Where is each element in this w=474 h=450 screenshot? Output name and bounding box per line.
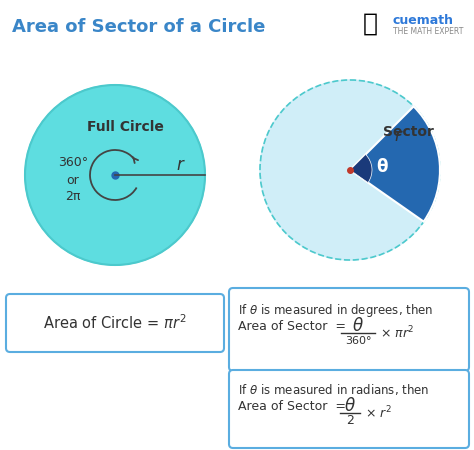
Text: Area of Circle = $\mathit{\pi r^2}$: Area of Circle = $\mathit{\pi r^2}$ [43, 314, 187, 333]
Circle shape [260, 80, 440, 260]
Text: Area of Sector  =: Area of Sector = [238, 400, 346, 413]
Text: cuemath: cuemath [393, 14, 454, 27]
Wedge shape [350, 106, 440, 221]
Text: 🚀: 🚀 [363, 12, 377, 36]
Text: Area of Sector  =: Area of Sector = [238, 320, 346, 333]
Text: Sector: Sector [383, 125, 433, 139]
Text: 2: 2 [346, 414, 354, 428]
Text: If $\theta$ is measured in degrees, then: If $\theta$ is measured in degrees, then [238, 302, 433, 319]
Text: Full Circle: Full Circle [87, 120, 164, 134]
FancyBboxPatch shape [229, 370, 469, 448]
Circle shape [25, 85, 205, 265]
Text: 360°: 360° [345, 336, 371, 346]
Wedge shape [350, 154, 372, 183]
Text: 360°
or
2π: 360° or 2π [58, 157, 88, 203]
FancyBboxPatch shape [229, 288, 469, 371]
Text: r: r [176, 156, 183, 174]
Text: THE MATH EXPERT: THE MATH EXPERT [393, 27, 464, 36]
Text: If $\theta$ is measured in radians, then: If $\theta$ is measured in radians, then [238, 382, 429, 397]
Text: $\theta$: $\theta$ [344, 397, 356, 415]
Text: $\times\ \mathit{r^2}$: $\times\ \mathit{r^2}$ [365, 405, 392, 421]
Text: $\times\ \mathit{\pi r^2}$: $\times\ \mathit{\pi r^2}$ [380, 325, 415, 341]
Text: Area of Sector of a Circle: Area of Sector of a Circle [12, 18, 265, 36]
Text: r: r [394, 126, 401, 144]
Text: $\theta$: $\theta$ [352, 317, 364, 335]
FancyBboxPatch shape [6, 294, 224, 352]
Text: θ: θ [376, 158, 388, 176]
